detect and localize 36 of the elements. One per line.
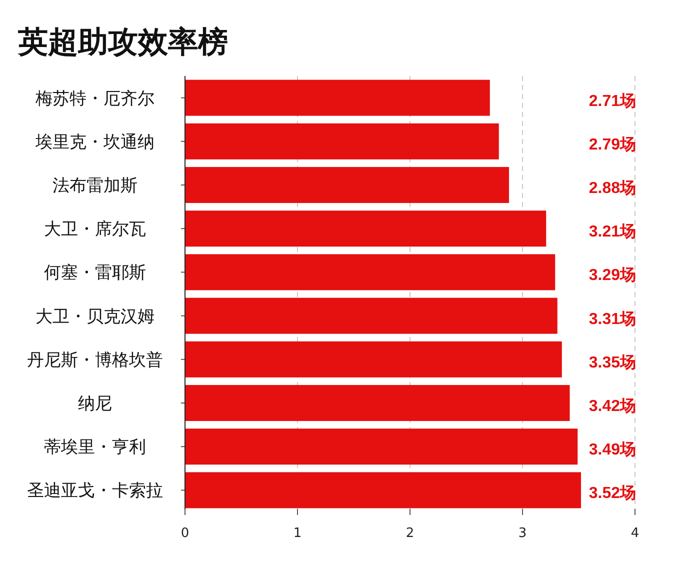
- data-label: 3.21场: [588, 222, 636, 241]
- y-tick-label: 圣迪亚戈・卡索拉: [27, 481, 163, 502]
- x-tick-label: 2: [406, 526, 414, 541]
- data-label: 3.49场: [588, 440, 636, 459]
- bar: [185, 428, 578, 465]
- data-label: 2.88场: [588, 179, 636, 197]
- data-label: 3.42场: [588, 397, 636, 415]
- bar: [185, 298, 558, 334]
- bar: [185, 80, 490, 116]
- data-label: 2.79场: [588, 135, 636, 154]
- chart-title: 英超助攻效率榜: [17, 25, 228, 60]
- x-tick-label: 0: [180, 526, 190, 541]
- y-tick-label: 梅苏特・厄齐尔: [34, 88, 154, 109]
- bar: [185, 210, 546, 247]
- data-label: 2.71场: [588, 92, 636, 110]
- y-tick-label: 大卫・席尔瓦: [44, 220, 146, 240]
- data-label: 3.35场: [588, 353, 636, 372]
- bar: [185, 341, 562, 378]
- data-label: 3.29场: [588, 266, 636, 284]
- y-tick-label: 大卫・贝克汉姆: [36, 306, 154, 327]
- y-tick-label: 埃里克・坎通纳: [34, 132, 154, 152]
- y-tick-label: 蒂埃里・亨利: [44, 438, 146, 458]
- y-tick-label: 法布雷加斯: [52, 176, 138, 196]
- bar: [185, 472, 581, 508]
- y-tick-label: 纳尼: [78, 394, 112, 414]
- x-tick-label: 4: [630, 526, 640, 541]
- bar: [185, 123, 499, 160]
- bar: [185, 167, 509, 203]
- bar: [185, 254, 556, 290]
- y-tick-label: 何塞・雷耶斯: [44, 263, 146, 284]
- data-label: 3.52场: [588, 484, 636, 502]
- bar: [185, 385, 570, 421]
- data-label: 3.31场: [588, 310, 636, 328]
- x-tick-label: 3: [518, 526, 527, 541]
- y-tick-label: 丹尼斯・博格坎普: [27, 350, 163, 370]
- x-tick-label: 1: [293, 526, 302, 541]
